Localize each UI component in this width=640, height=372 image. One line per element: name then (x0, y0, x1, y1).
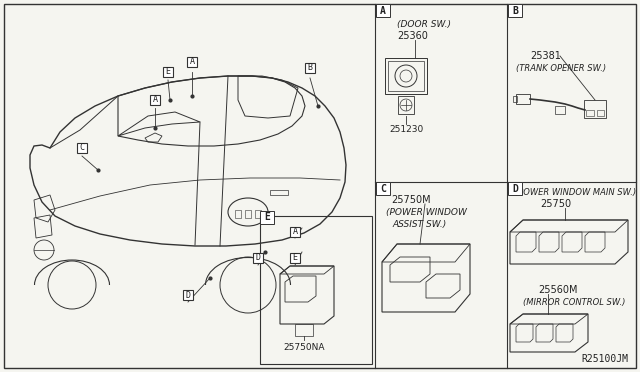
Text: R25100JM: R25100JM (581, 354, 628, 364)
Text: 25360: 25360 (397, 31, 428, 41)
Bar (555, 106, 565, 114)
Text: (DOOR SW.): (DOOR SW.) (397, 19, 451, 29)
Bar (77, 143, 87, 153)
Bar (260, 211, 274, 224)
Bar (508, 4, 522, 17)
Bar (376, 4, 390, 17)
Text: 251230: 251230 (389, 125, 423, 135)
Bar (516, 94, 530, 104)
Bar (290, 227, 300, 237)
Text: C: C (380, 183, 386, 193)
Bar (235, 210, 241, 218)
Text: D: D (255, 253, 260, 263)
Bar (513, 96, 517, 102)
Text: (MIRROR CONTROL SW.): (MIRROR CONTROL SW.) (523, 298, 625, 307)
Bar (388, 61, 424, 91)
Text: E: E (264, 212, 270, 222)
Bar (290, 253, 300, 263)
Bar (385, 58, 427, 94)
Bar (508, 182, 522, 195)
Bar (398, 96, 414, 114)
Bar (187, 57, 197, 67)
Text: C: C (79, 144, 84, 153)
Bar (150, 95, 160, 105)
Text: 25750M: 25750M (391, 195, 431, 205)
Text: A: A (152, 96, 157, 105)
Text: (POWER WINDOW MAIN SW.): (POWER WINDOW MAIN SW.) (515, 187, 636, 196)
Text: (POWER WINDOW: (POWER WINDOW (386, 208, 467, 217)
Text: 25750: 25750 (540, 199, 571, 209)
Bar (584, 100, 606, 118)
Text: ASSIST SW.): ASSIST SW.) (392, 219, 446, 228)
Bar (597, 110, 604, 116)
Text: B: B (512, 6, 518, 16)
Bar (586, 110, 594, 116)
Text: A: A (292, 228, 298, 237)
Text: A: A (380, 6, 386, 16)
Bar (305, 63, 315, 73)
Bar (260, 216, 372, 364)
Text: B: B (307, 64, 312, 73)
Bar (255, 210, 261, 218)
Bar (163, 67, 173, 77)
Text: 25381: 25381 (530, 51, 561, 61)
Bar (295, 324, 313, 336)
Bar (183, 290, 193, 300)
Bar (270, 190, 288, 195)
Text: E: E (166, 67, 170, 77)
Bar (376, 182, 390, 195)
Text: 25560M: 25560M (538, 285, 577, 295)
Bar (245, 210, 251, 218)
Text: D: D (512, 183, 518, 193)
Text: E: E (292, 253, 298, 263)
Text: 25750NA: 25750NA (284, 343, 324, 353)
Text: (TRANK OPENER SW.): (TRANK OPENER SW.) (516, 64, 606, 73)
Bar (253, 253, 263, 263)
Text: A: A (189, 58, 195, 67)
Text: D: D (186, 291, 191, 299)
